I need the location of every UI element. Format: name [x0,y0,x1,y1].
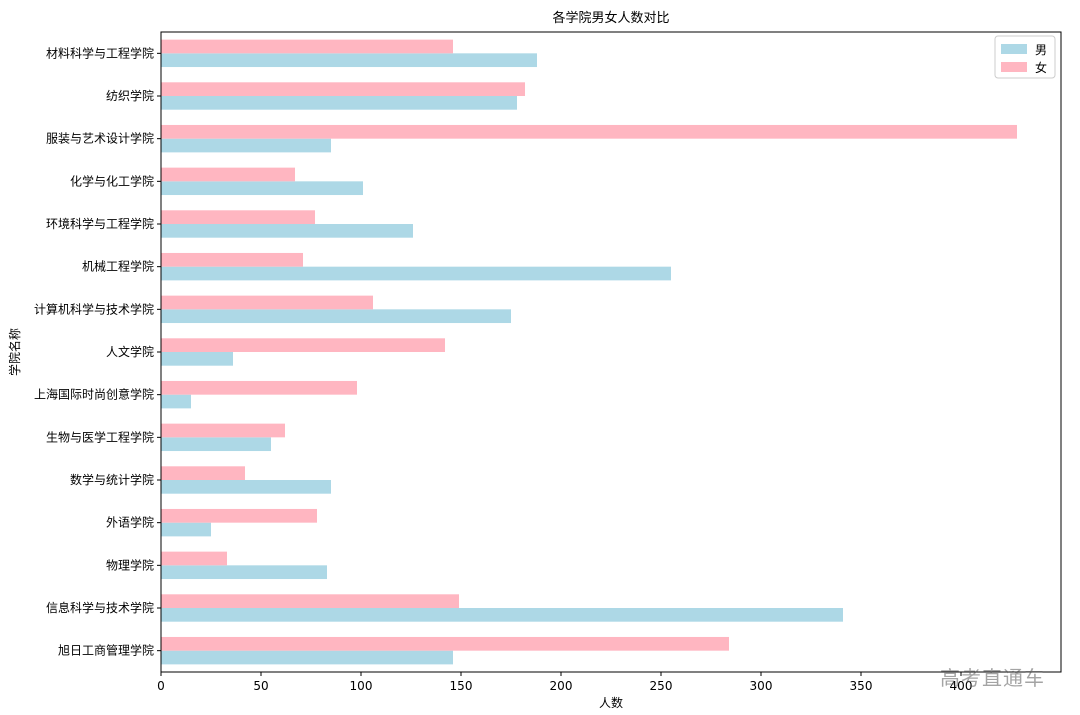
bar-female-8 [161,295,373,310]
bar-female-12 [161,124,1017,139]
y-tick-label: 数学与统计学院 [70,472,154,487]
x-tick-label: 100 [350,679,373,693]
legend-swatch-0 [1001,44,1027,54]
bar-male-2 [161,565,327,580]
y-tick-label: 旭日工商管理学院 [58,643,154,658]
x-axis-label: 人数 [599,695,623,710]
y-tick-label: 物理学院 [106,557,154,572]
bar-male-12 [161,138,331,153]
bar-female-1 [161,594,459,608]
bar-male-5 [161,437,271,452]
x-tick-label: 250 [650,679,673,693]
y-tick-label: 化学与化工学院 [70,173,154,188]
y-tick-label: 服装与艺术设计学院 [46,131,154,146]
chart-title: 各学院男女人数对比 [552,10,669,26]
watermark-text: 高考直通车 [940,666,1045,690]
y-tick-label: 计算机科学与技术学院 [34,301,154,316]
bar-male-13 [161,96,517,110]
legend: 男女 [994,35,1056,79]
bar-female-3 [161,508,317,523]
bar-female-14 [161,39,453,54]
x-tick-label: 300 [750,679,773,693]
x-tick-label: 350 [850,679,873,693]
x-tick-label: 0 [157,679,165,693]
y-axis-label: 学院名称 [7,328,22,376]
x-tick-label: 200 [550,679,573,693]
bar-female-6 [161,380,357,395]
bar-male-9 [161,266,671,281]
bar-female-11 [161,167,295,182]
bar-female-9 [161,252,303,267]
bar-male-8 [161,309,511,324]
legend-swatch-1 [1001,62,1027,72]
y-tick-label: 信息科学与技术学院 [46,600,154,615]
x-tick-label: 150 [450,679,473,693]
bar-female-7 [161,338,445,352]
legend-label-0: 男 [1035,43,1047,57]
bar-female-4 [161,466,245,480]
y-tick-label: 人文学院 [106,344,154,359]
bar-male-3 [161,522,211,537]
bar-female-0 [161,636,729,651]
y-tick-label: 上海国际时尚创意学院 [34,387,154,402]
y-tick-label: 纺织学院 [106,88,154,103]
plot-frame [160,31,1062,673]
y-tick-label: 生物与医学工程学院 [46,429,154,444]
y-tick-label: 环境科学与工程学院 [46,216,154,231]
bar-male-7 [161,352,233,366]
bar-male-0 [161,650,453,665]
x-tick-label: 50 [253,679,268,693]
bar-male-1 [161,608,843,622]
bar-male-10 [161,224,413,238]
legend-label-1: 女 [1035,60,1047,75]
bar-female-10 [161,210,315,224]
bar-male-4 [161,480,331,494]
y-tick-label: 材料科学与工程学院 [46,45,154,60]
bar-male-6 [161,394,191,409]
x-tick-label: 400 [950,679,973,693]
y-tick-label: 机械工程学院 [82,259,154,274]
bar-female-5 [161,423,285,438]
bar-female-2 [161,551,227,566]
bar-male-14 [161,53,537,68]
bar-female-13 [161,82,525,96]
y-tick-label: 外语学院 [106,515,154,530]
bar-male-11 [161,181,363,196]
